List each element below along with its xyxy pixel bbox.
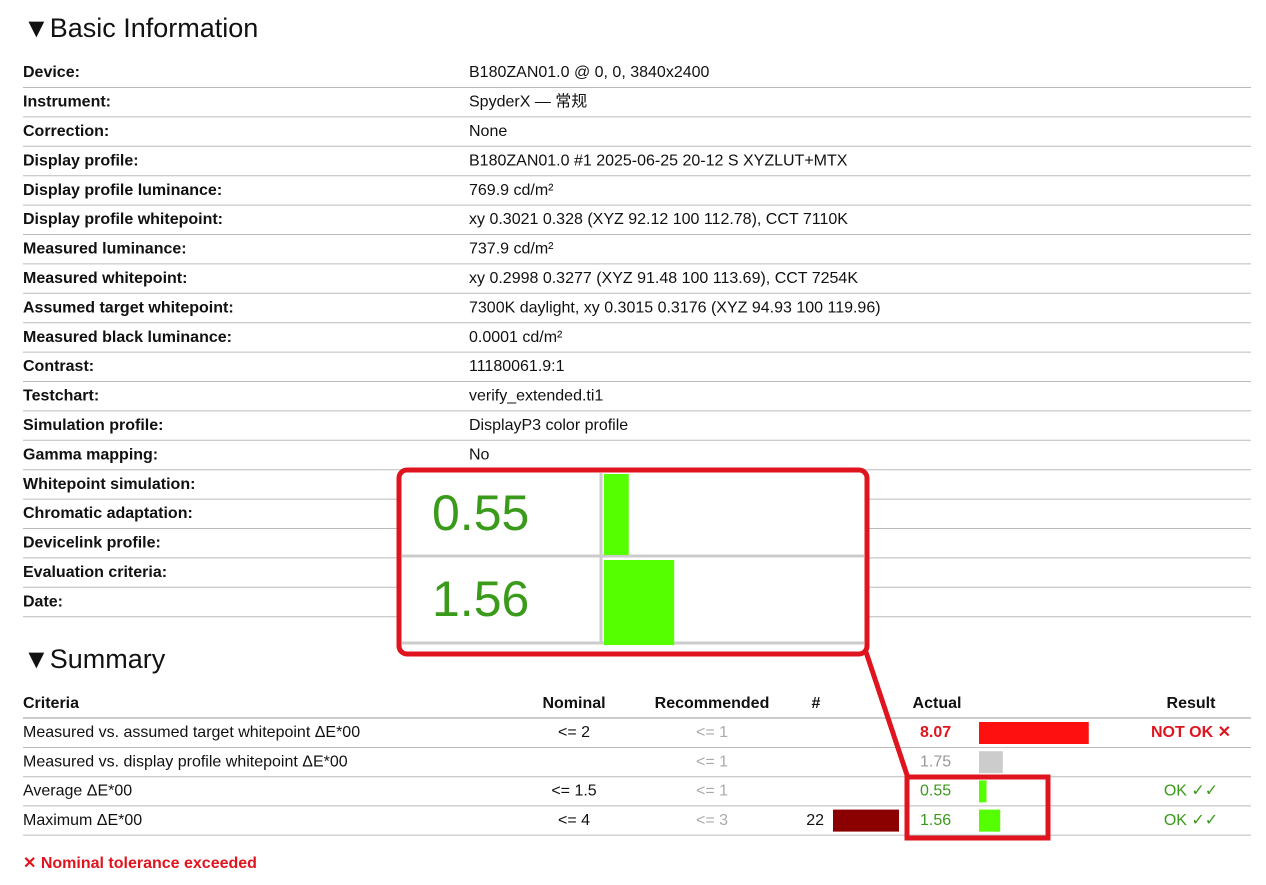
actual: 1.75: [920, 753, 951, 770]
actual-bar: [979, 722, 1089, 744]
recommended: <= 3: [696, 812, 728, 829]
field-value: verify_extended.ti1: [469, 388, 603, 405]
callout-value: 0.55: [432, 485, 529, 541]
section-heading: ▼Summary: [23, 644, 166, 674]
criteria: Measured vs. assumed target whitepoint Δ…: [23, 724, 360, 741]
field-label: Evaluation criteria:: [23, 564, 167, 581]
field-value: xy 0.3021 0.328 (XYZ 92.12 100 112.78), …: [469, 211, 848, 228]
field-value: 0.0001 cd/m²: [469, 329, 563, 346]
field-label: Measured luminance:: [23, 241, 187, 258]
callout-value: 1.56: [432, 571, 529, 627]
field-label: Whitepoint simulation:: [23, 476, 195, 493]
nominal: <= 2: [558, 724, 590, 741]
field-label: Instrument:: [23, 94, 111, 111]
column-header: Recommended: [655, 695, 770, 712]
field-value: xy 0.2998 0.3277 (XYZ 91.48 100 113.69),…: [469, 270, 858, 287]
actual: 8.07: [920, 724, 951, 741]
callout-connector: [863, 651, 911, 779]
column-header: Result: [1167, 695, 1217, 712]
highlight-box: [904, 774, 1051, 841]
field-value: 11180061.9:1: [469, 358, 565, 375]
recommended: <= 1: [696, 753, 728, 770]
field-value: B180ZAN01.0 #1 2025-06-25 20-12 S XYZLUT…: [469, 152, 848, 169]
field-label: Chromatic adaptation:: [23, 505, 193, 522]
criteria: Maximum ΔE*00: [23, 812, 142, 829]
column-header: Nominal: [542, 695, 605, 712]
field-label: Simulation profile:: [23, 417, 163, 434]
field-label: Measured black luminance:: [23, 329, 232, 346]
actual-bar: [979, 780, 987, 803]
criteria: Average ΔE*00: [23, 783, 132, 800]
field-value: B180ZAN01.0 @ 0, 0, 3840x2400: [469, 64, 710, 81]
actual: 1.56: [920, 812, 951, 829]
result: OK ✓✓: [1164, 812, 1218, 829]
count: 22: [806, 812, 824, 829]
field-value: No: [469, 446, 490, 463]
section-heading: ▼Basic Information: [23, 13, 258, 43]
field-label: Testchart:: [23, 388, 99, 405]
field-label: Devicelink profile:: [23, 535, 161, 552]
field-label: Display profile whitepoint:: [23, 211, 223, 228]
column-header: Actual: [913, 695, 962, 712]
field-label: Measured whitepoint:: [23, 270, 187, 287]
callout-bar: [604, 560, 675, 645]
field-value: 7300K daylight, xy 0.3015 0.3176 (XYZ 94…: [469, 299, 881, 316]
actual-bar: [979, 809, 1001, 832]
count-bar: [833, 809, 899, 832]
field-value: 737.9 cd/m²: [469, 241, 554, 258]
result: NOT OK ✕: [1151, 724, 1231, 741]
column-header: Criteria: [23, 695, 79, 712]
actual: 0.55: [920, 783, 951, 800]
field-value: None: [469, 123, 507, 140]
field-value: DisplayP3 color profile: [469, 417, 628, 434]
footer-note: ✕ Nominal tolerance exceeded: [23, 855, 257, 872]
criteria: Measured vs. display profile whitepoint …: [23, 753, 348, 770]
field-label: Correction:: [23, 123, 109, 140]
field-value: SpyderX — 常规: [469, 93, 587, 111]
column-header: #: [812, 695, 821, 712]
nominal: <= 4: [558, 812, 590, 829]
result: OK ✓✓: [1164, 783, 1218, 800]
field-label: Contrast:: [23, 358, 94, 375]
recommended: <= 1: [696, 783, 728, 800]
recommended: <= 1: [696, 724, 728, 741]
callout-bar: [604, 474, 629, 555]
field-label: Display profile luminance:: [23, 182, 222, 199]
field-label: Date:: [23, 593, 63, 610]
field-label: Gamma mapping:: [23, 446, 158, 463]
field-label: Device:: [23, 64, 80, 81]
nominal: <= 1.5: [551, 783, 596, 800]
field-label: Display profile:: [23, 152, 139, 169]
field-value: 769.9 cd/m²: [469, 182, 554, 199]
actual-bar: [979, 751, 1003, 774]
field-label: Assumed target whitepoint:: [23, 299, 234, 316]
